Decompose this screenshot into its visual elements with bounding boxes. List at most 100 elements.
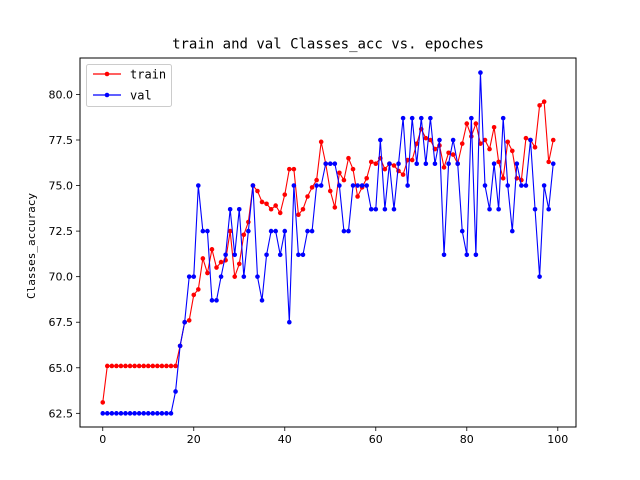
series-train-point	[505, 139, 511, 145]
series-val-point	[182, 319, 187, 325]
series-val-point	[291, 183, 297, 188]
legend-val-marker	[104, 92, 110, 98]
series-val-point	[364, 183, 369, 188]
series-train-point	[277, 210, 283, 216]
series-train-point	[123, 363, 128, 369]
series-train-point	[355, 194, 360, 199]
y-tick-label: 72.5	[49, 225, 74, 238]
series-train-point	[196, 287, 201, 292]
series-val-point	[532, 206, 538, 212]
y-tick-label: 75.0	[49, 180, 74, 193]
series-val-point	[300, 252, 306, 258]
series-val-point	[127, 411, 133, 416]
series-val-point	[341, 228, 347, 234]
series-val-point	[546, 206, 551, 212]
series-val-point	[464, 252, 470, 258]
series-train-point	[382, 166, 388, 172]
series-train-point	[309, 185, 315, 190]
series-train-point	[346, 155, 351, 161]
series-val-point	[255, 274, 260, 279]
series-val-point	[537, 274, 542, 279]
series-val-point	[327, 161, 333, 166]
series-val-point	[332, 161, 338, 166]
series-train-point	[109, 363, 115, 369]
axes-frame	[79, 57, 577, 428]
series-train-point	[186, 318, 192, 323]
series-val-point	[200, 228, 206, 234]
series-train-point	[100, 400, 106, 405]
series-train-point	[168, 363, 174, 369]
y-tick-label: 62.5	[49, 407, 74, 420]
series-train-point	[300, 206, 306, 212]
series-val-point	[373, 206, 379, 212]
legend-train-label: train	[130, 68, 166, 82]
series-val-point	[173, 389, 178, 394]
y-tick-label: 70.0	[49, 271, 74, 284]
series-train-point	[327, 188, 333, 194]
series-val-point	[528, 137, 533, 143]
series-val-point	[241, 274, 247, 279]
series-val-point	[359, 183, 365, 188]
legend-train-marker	[104, 71, 110, 77]
series-val-point	[487, 206, 492, 212]
series-train-point	[496, 159, 501, 165]
series-train-point	[446, 150, 451, 156]
series-train-point	[305, 194, 310, 199]
series-train-point	[296, 212, 301, 218]
series-train-point	[214, 265, 219, 270]
series-val-point	[441, 252, 447, 258]
series-train-point	[546, 159, 551, 165]
series-val-point	[378, 137, 383, 143]
series-val-point	[141, 411, 147, 416]
series-train-point	[368, 159, 374, 165]
series-val-point	[409, 115, 415, 121]
series-val-point	[236, 206, 242, 212]
series-val-point	[264, 252, 269, 258]
series-val-point	[400, 115, 406, 121]
x-tick-label: 80	[460, 433, 474, 446]
series-val-point	[277, 252, 283, 258]
series-val-point	[287, 319, 292, 325]
series-train-point	[273, 203, 278, 208]
series-train-point	[482, 137, 488, 143]
series-val-point	[387, 161, 392, 166]
series-train-point	[114, 363, 119, 369]
series-val-point	[496, 206, 501, 212]
series-train-point	[396, 168, 401, 174]
series-val-point	[145, 411, 151, 416]
series-train-point	[264, 201, 269, 207]
series-val-point	[132, 411, 137, 416]
series-val-point	[423, 161, 429, 166]
series-val-point	[523, 183, 529, 188]
series-val-point	[337, 183, 342, 188]
series-val-point	[191, 274, 197, 279]
series-val-point	[100, 411, 106, 416]
x-tick-label: 100	[547, 433, 568, 446]
series-val-point	[505, 183, 511, 188]
series-val-point	[391, 206, 397, 212]
series-train-point	[428, 137, 433, 143]
series-val-point	[509, 228, 515, 234]
plot-area: 0 20 40 60 80 100 62.5 65.0 67.5 70.0 72.5 75.0 77.5…	[49, 70, 568, 446]
chart-title: train and val Classes_acc vs. epoches	[172, 37, 484, 53]
x-tick-label: 40	[278, 433, 292, 446]
series-train-point	[191, 292, 197, 298]
legend-val-label: val	[130, 89, 152, 103]
series-val-point	[282, 228, 288, 234]
series-train-point	[487, 146, 492, 152]
series-train-point	[155, 363, 160, 369]
series-val-point	[355, 183, 360, 188]
series-train-point	[400, 172, 406, 177]
series-train-point	[332, 205, 338, 210]
series-val-point	[250, 183, 256, 188]
series-train-point	[127, 363, 133, 369]
series-val-point	[164, 411, 169, 416]
series-train-point	[469, 134, 474, 139]
series-val-point	[268, 228, 274, 234]
y-tick-label: 65.0	[49, 362, 74, 375]
series-train-point	[341, 177, 347, 183]
series-val-point	[205, 228, 210, 234]
series-val-point	[459, 228, 465, 234]
series-val-point	[500, 115, 506, 121]
series-val-point	[550, 161, 556, 166]
